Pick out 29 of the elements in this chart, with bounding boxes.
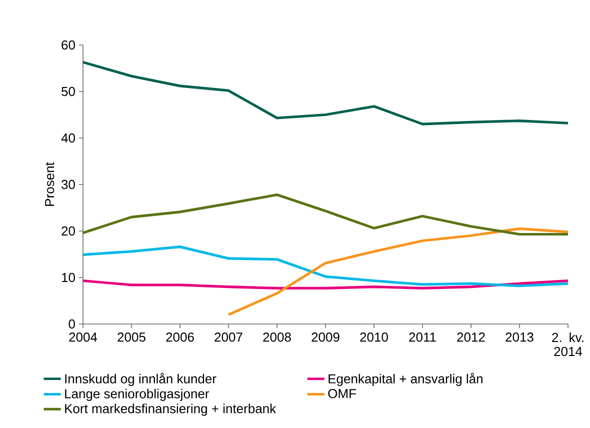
y-tick-label: 60 bbox=[62, 40, 75, 50]
line-series bbox=[227, 227, 568, 316]
y-tick-label: 50 bbox=[62, 86, 75, 96]
x-tick-label: 2007 bbox=[214, 332, 242, 342]
line-series bbox=[83, 193, 568, 236]
x-tick-label: 2005 bbox=[118, 332, 146, 342]
legend-label: Lange seniorobligasjoner bbox=[65, 388, 210, 401]
legend-label: Egenkapital + ansvarlig lån bbox=[328, 372, 482, 386]
y-tick-label: 0 bbox=[68, 319, 75, 329]
x-tick-label: 2006 bbox=[166, 332, 194, 342]
x-tick-label: 2009 bbox=[312, 332, 340, 342]
y-axis-title: Prosent bbox=[45, 162, 54, 206]
x-tick-label: 2. kv. 2014 bbox=[552, 332, 584, 356]
line-series bbox=[83, 246, 568, 288]
x-tick-label: 2004 bbox=[69, 332, 98, 342]
y-tick-label: 40 bbox=[61, 133, 75, 143]
legend-label: OMF bbox=[328, 388, 356, 398]
x-tick-label: 2011 bbox=[409, 332, 436, 342]
x-tick-label: 2008 bbox=[263, 332, 291, 342]
y-tick-label: 30 bbox=[62, 180, 75, 190]
line-series bbox=[83, 279, 568, 290]
x-tick-label: 2013 bbox=[506, 332, 534, 342]
line-series bbox=[83, 60, 568, 126]
legend-label: Kort markedsfinansiering + interbank bbox=[65, 404, 276, 416]
x-tick-label: 2010 bbox=[360, 332, 388, 342]
y-tick-label: 20 bbox=[62, 226, 75, 236]
legend-label: Innskudd og innlån kunder bbox=[65, 372, 216, 386]
y-tick-label: 10 bbox=[62, 272, 75, 282]
x-tick-label: 2012 bbox=[457, 332, 485, 342]
